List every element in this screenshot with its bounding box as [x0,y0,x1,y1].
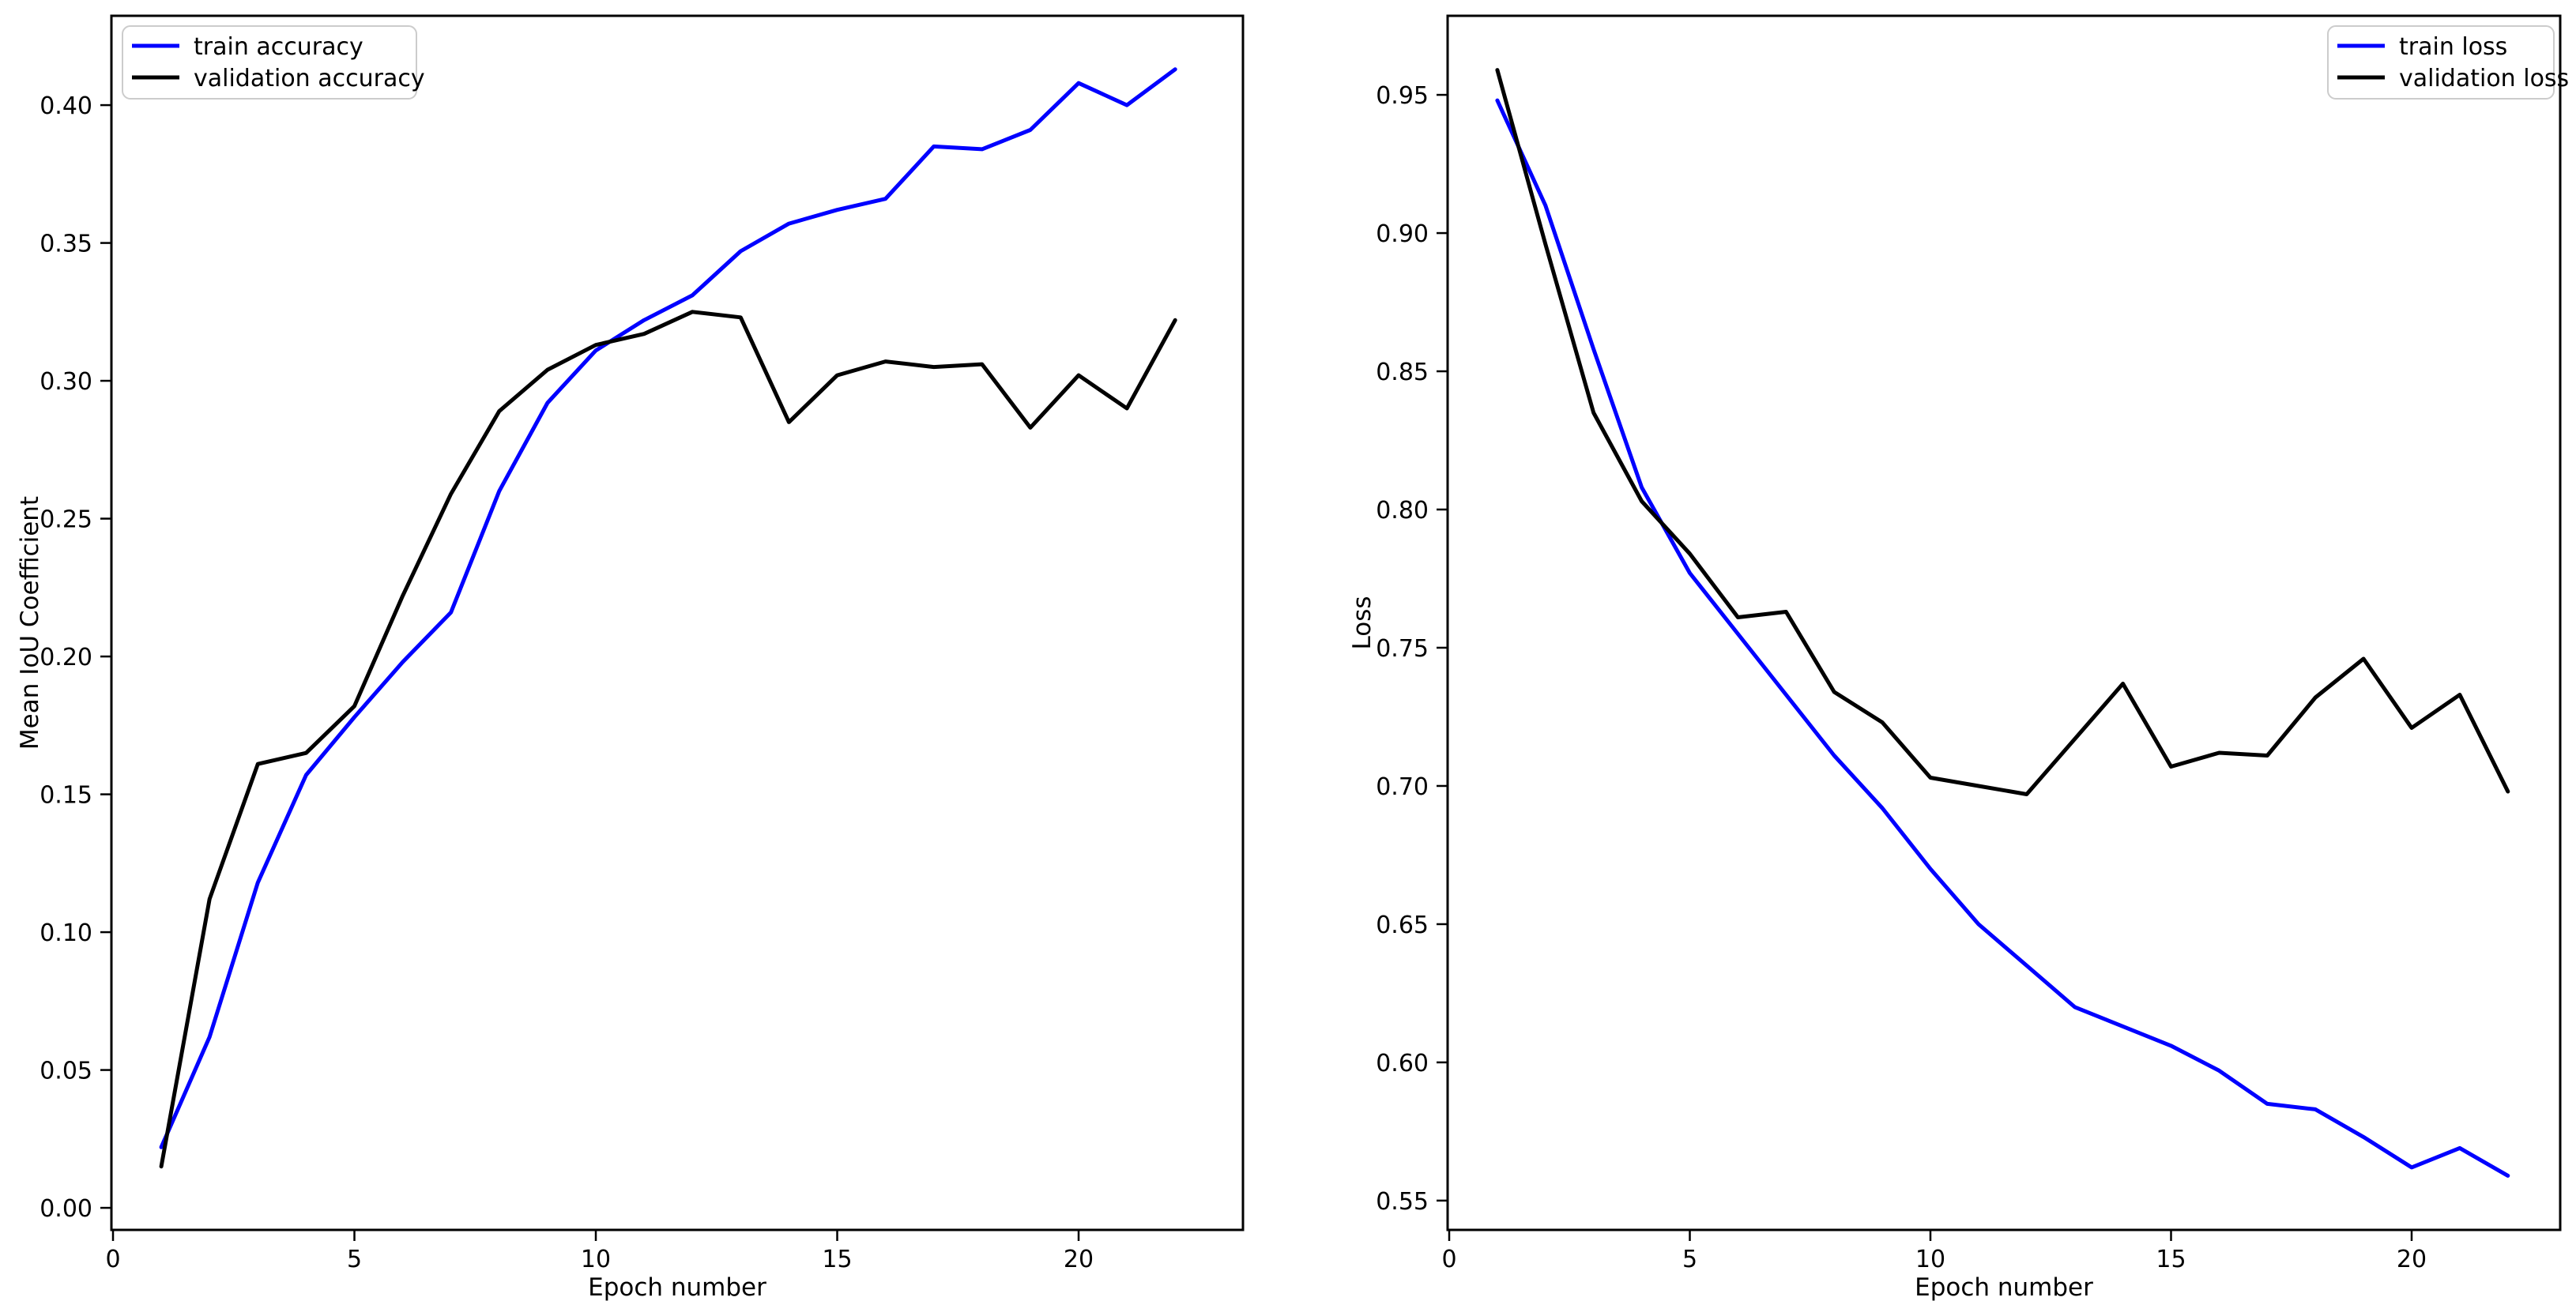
iou-chart: 0.00 0.05 0.10 0.15 0.20 0.25 0.30 0.35 0.40 0 5 10… [16,14,1245,1302]
loss-line-validation-loss [1495,68,2510,796]
iou-y-tick-label: 0.15 [40,782,92,810]
loss-x-tick-label: 15 [2156,1246,2186,1273]
loss-y-tick-label: 0.80 [1376,497,1429,525]
loss-y-tick-label: 0.90 [1376,220,1429,248]
loss-y-tick-label: 0.60 [1376,1050,1429,1077]
legend-box [122,25,417,100]
legend-label-train-loss: train loss [2399,33,2507,61]
loss-y-tick-label: 0.75 [1376,635,1429,663]
iou-plot-border [110,14,1245,1231]
loss-plot-border [1446,14,2562,1231]
loss-y-tick-label: 0.95 [1376,82,1429,110]
loss-x-ticks: 0 5 10 15 20 [1441,1230,2427,1273]
loss-legend: train loss validation loss [2327,25,2569,100]
loss-y-tick-label: 0.85 [1376,359,1429,386]
loss-y-tick-label: 0.55 [1376,1188,1429,1216]
legend-label-validation-loss: validation loss [2399,65,2569,92]
loss-x-tick-label: 5 [1682,1246,1697,1273]
iou-x-tick-label: 10 [581,1246,611,1273]
loss-y-tick-label: 0.70 [1376,773,1429,801]
iou-legend: train accuracy validation accuracy [122,25,425,100]
loss-chart: 0.55 0.60 0.65 0.70 0.75 0.80 0.85 0.90 0.95 0 5 10… [1348,14,2569,1302]
loss-xlabel: Epoch number [1915,1273,2093,1302]
iou-x-tick-label: 20 [1064,1246,1094,1273]
iou-y-tick-label: 0.00 [40,1195,92,1223]
iou-ylabel: Mean IoU Coefficient [16,496,44,750]
iou-x-tick-label: 15 [822,1246,852,1273]
iou-y-tick-label: 0.10 [40,919,92,947]
iou-x-tick-label: 0 [105,1246,120,1273]
legend-label-validation-accuracy: validation accuracy [194,65,425,92]
iou-line-validation-accuracy [159,310,1177,1169]
iou-y-ticks: 0.00 0.05 0.10 0.15 0.20 0.25 0.30 0.35 0.40 [40,92,111,1223]
iou-y-tick-label: 0.25 [40,506,92,534]
loss-x-tick-label: 0 [1441,1246,1456,1273]
loss-y-tick-label: 0.65 [1376,912,1429,939]
iou-x-tick-label: 5 [347,1246,362,1273]
loss-x-tick-label: 20 [2397,1246,2427,1273]
iou-x-ticks: 0 5 10 15 20 [105,1230,1094,1273]
iou-xlabel: Epoch number [588,1273,766,1302]
iou-y-tick-label: 0.40 [40,92,92,120]
legend-label-train-accuracy: train accuracy [194,33,363,61]
iou-y-tick-label: 0.35 [40,231,92,258]
iou-y-tick-label: 0.30 [40,368,92,396]
loss-x-tick-label: 10 [1915,1246,1945,1273]
iou-y-tick-label: 0.05 [40,1058,92,1085]
loss-line-train-loss [1495,98,2510,1178]
iou-line-train-accuracy [159,67,1177,1149]
loss-y-ticks: 0.55 0.60 0.65 0.70 0.75 0.80 0.85 0.90 0.95 [1376,82,1448,1216]
loss-ylabel: Loss [1348,596,1377,650]
iou-y-tick-label: 0.20 [40,644,92,671]
